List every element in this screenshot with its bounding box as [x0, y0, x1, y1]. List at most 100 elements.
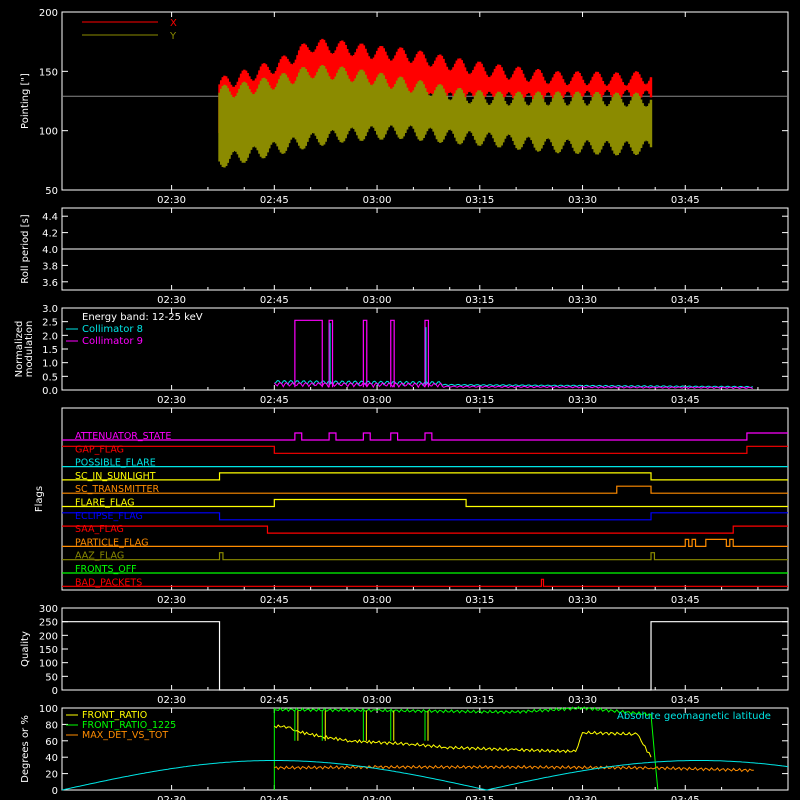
flags-xtick-label: 03:30	[568, 595, 597, 606]
quality-xtick-label: 03:45	[671, 695, 700, 706]
quality-ytick-label: 200	[39, 631, 58, 642]
modulation-series	[273, 382, 753, 390]
roll-period-xtick-label: 03:30	[568, 295, 597, 306]
front-ratio-xtick-label: 03:45	[671, 795, 700, 800]
panels-layer: 02:30 02:45 03:00 03:15 03:30 03:45 50 100 150 20…	[14, 8, 789, 800]
pointing-legend-label: Y	[169, 31, 177, 42]
quality-xtick-label: 03:30	[568, 695, 597, 706]
flag-label-aaz_flag: AAZ_FLAG	[75, 551, 124, 562]
pointing-frame	[61, 11, 789, 191]
pointing-xtick-label: 02:30	[157, 195, 186, 206]
modulation-spike	[362, 319, 368, 388]
pointing-ytick-label: 200	[39, 8, 58, 19]
roll-period-ytick-label: 4.4	[42, 212, 58, 223]
modulation-spike	[294, 319, 323, 388]
quality-ytick-label: 50	[45, 672, 58, 683]
front-ratio-ytick-label: 20	[45, 770, 58, 781]
flag-label-gap_flag: GAP_FLAG	[75, 444, 124, 455]
modulation-spike	[424, 319, 430, 388]
pointing-xtick-label: 02:45	[260, 195, 289, 206]
pointing-xtick-label: 03:00	[363, 195, 392, 206]
flag-trace-sc_in_sunlight	[62, 472, 788, 481]
pointing-xtick-label: 03:30	[568, 195, 597, 206]
modulation-xtick-label: 02:45	[260, 395, 289, 406]
front-ratio-legend-latitude: Absolute geomagnetic latitude	[617, 711, 771, 722]
quality-ylabel: Quality	[20, 631, 31, 667]
quality-line	[62, 621, 788, 691]
pointing-legend-label: X	[170, 18, 177, 29]
roll-period-ytick-label: 4.0	[42, 245, 58, 256]
flag-trace-gap_flag	[62, 445, 788, 454]
flag-trace-sc_transmitter	[62, 485, 788, 494]
quality-ytick-label: 300	[39, 604, 58, 615]
quality-xtick-label: 02:45	[260, 695, 289, 706]
front-ratio-series-1	[274, 706, 659, 791]
modulation-ytick-label: 0.5	[42, 372, 58, 383]
front-ratio-series-2	[274, 764, 754, 773]
modulation-ytick-label: 3.0	[42, 304, 58, 315]
pointing-ylabel: Pointing ["]	[20, 73, 31, 129]
front-ratio-ytick-label: 0	[52, 786, 58, 797]
flags-xtick-label: 03:00	[363, 595, 392, 606]
pointing-xtick-label: 03:15	[465, 195, 494, 206]
pointing-xtick-label: 03:45	[671, 195, 700, 206]
flag-trace-eclipse_flag	[62, 512, 788, 521]
modulation-ylabel-line2: modulation	[24, 321, 35, 378]
roll-period-xtick-label: 03:00	[363, 295, 392, 306]
roll-period-ytick-label: 3.8	[42, 261, 58, 272]
pointing-ytick-label: 150	[39, 67, 58, 78]
flags-frame	[61, 407, 789, 591]
flag-label-sc_in_sunlight: SC_IN_SUNLIGHT	[75, 471, 156, 482]
modulation-legend-label: Collimator 8	[82, 324, 143, 335]
modulation-spike	[328, 319, 334, 388]
flag-trace-saa_flag	[62, 525, 788, 534]
quality-ytick-label: 100	[39, 659, 58, 670]
quality-xtick-label: 02:30	[157, 695, 186, 706]
flags-xtick-label: 02:30	[157, 595, 186, 606]
flag-trace-flare_flag	[62, 498, 788, 508]
flag-label-particle_flag: PARTICLE_FLAG	[75, 537, 148, 548]
modulation-ytick-label: 2.0	[42, 331, 58, 342]
modulation-xtick-label: 03:45	[671, 395, 700, 406]
flag-trace-attenuator_state	[62, 432, 788, 441]
quality-ytick-label: 0	[52, 686, 58, 697]
modulation-xtick-label: 03:00	[363, 395, 392, 406]
flag-label-sc_transmitter: SC_TRANSMITTER	[75, 484, 160, 495]
quality-xtick-label: 03:15	[465, 695, 494, 706]
quality-ytick-label: 150	[39, 645, 58, 656]
flag-label-attenuator_state: ATTENUATOR_STATE	[75, 431, 171, 442]
front-ratio-ytick-label: 40	[45, 753, 58, 764]
front-ratio-ylabel: Degrees or %	[20, 715, 31, 783]
flag-label-flare_flag: FLARE_FLAG	[75, 498, 135, 509]
modulation-ytick-label: 1.0	[42, 359, 58, 370]
front-ratio-series-0	[273, 724, 652, 758]
flag-label-saa_flag: SAA_FLAG	[75, 524, 124, 535]
roll-period-ytick-label: 4.2	[42, 229, 58, 240]
front-ratio-xtick-label: 03:30	[568, 795, 597, 800]
front-ratio-xtick-label: 02:45	[260, 795, 289, 800]
front-ratio-ytick-label: 60	[45, 737, 58, 748]
flags-ylabel: Flags	[34, 486, 45, 512]
modulation-legend-title: Energy band: 12-25 keV	[82, 312, 203, 323]
flag-trace-bad_packets	[62, 578, 788, 587]
roll-period-xtick-label: 02:30	[157, 295, 186, 306]
front-ratio-legend-label: FRONT_RATIO	[82, 710, 147, 721]
modulation-xtick-label: 03:15	[465, 395, 494, 406]
front-ratio-legend-label: MAX_DET_VS_TOT	[82, 730, 168, 741]
quality-ytick-label: 250	[39, 618, 58, 629]
front-ratio-frame	[61, 707, 789, 791]
modulation-ytick-label: 0.0	[42, 386, 58, 397]
flags-xtick-label: 03:45	[671, 595, 700, 606]
front-ratio-legend-label: FRONT_RATIO_1225	[82, 720, 176, 731]
front-ratio-xtick-label: 02:30	[157, 795, 186, 800]
modulation-xtick-label: 02:30	[157, 395, 186, 406]
roll-period-xtick-label: 03:15	[465, 295, 494, 306]
front-ratio-series-3	[61, 760, 789, 791]
flag-label-eclipse_flag: ECLIPSE_FLAG	[75, 511, 143, 522]
front-ratio-ytick-label: 100	[39, 704, 58, 715]
front-ratio-ytick-label: 80	[45, 720, 58, 731]
roll-period-xtick-label: 03:45	[671, 295, 700, 306]
flag-label-possible_flare: POSSIBLE_FLARE	[75, 458, 156, 469]
flags-xtick-label: 02:45	[260, 595, 289, 606]
